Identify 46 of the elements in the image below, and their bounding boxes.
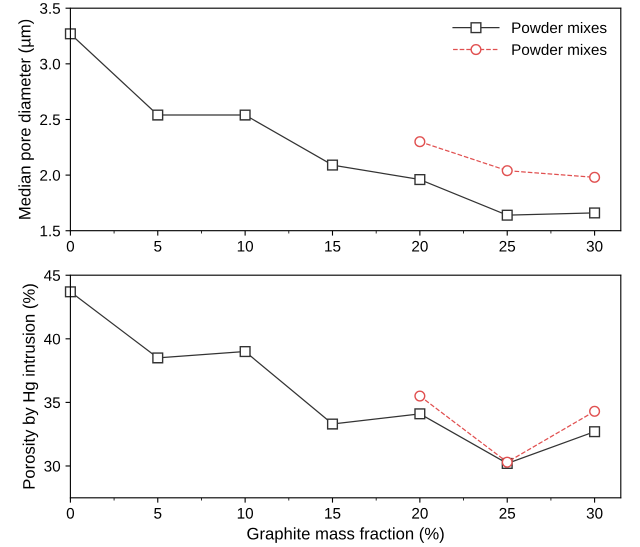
point — [326, 418, 338, 430]
point — [414, 136, 426, 148]
point — [502, 210, 513, 221]
y-tick-label: 40 — [44, 334, 60, 345]
x-tick-label: 5 — [154, 508, 162, 519]
point — [414, 390, 426, 402]
y-tick-label: 2.5 — [40, 114, 60, 126]
x-tick-label: 5 — [154, 241, 162, 252]
x-tick-label: 0 — [66, 240, 74, 252]
x-tick-label: 20 — [412, 240, 428, 252]
x-axis-title: Graphite mass fraction (%) — [247, 527, 444, 543]
point — [64, 28, 76, 40]
point — [326, 160, 338, 171]
point — [414, 174, 426, 186]
point — [240, 346, 251, 358]
x-tick-label: 10 — [238, 508, 254, 519]
point — [240, 109, 251, 121]
y-tick-label: 3.0 — [40, 58, 60, 70]
point — [589, 172, 600, 183]
y-tick-label: 45 — [44, 270, 60, 281]
x-tick-label: 10 — [238, 240, 254, 252]
x-tick-label: 15 — [325, 508, 340, 519]
y-tick-label: 2.0 — [40, 170, 60, 181]
point — [589, 406, 600, 417]
point — [502, 165, 513, 176]
y-axis-title: Median pore diameter (µm) — [18, 20, 34, 219]
x-tick-label: 0 — [66, 508, 74, 519]
point — [152, 109, 164, 121]
x-tick-label: 25 — [500, 240, 516, 252]
x-tick-label: 25 — [500, 508, 516, 519]
x-tick-label: 30 — [586, 240, 602, 252]
y-tick-label: 1.5 — [40, 226, 60, 236]
y-tick-label: 30 — [44, 460, 60, 472]
y-tick-label: 35 — [44, 397, 60, 408]
point — [414, 408, 426, 420]
legend-label: Powder mixes — [512, 44, 606, 56]
x-tick-label: 30 — [586, 508, 602, 519]
point — [64, 286, 76, 298]
y-axis-title: Porosity by Hg intrusion (%) — [22, 284, 38, 488]
x-tick-label: 20 — [412, 508, 428, 519]
legend-label: Powder mixes — [512, 22, 606, 34]
point — [152, 352, 164, 364]
point — [589, 207, 600, 218]
point — [589, 426, 600, 438]
y-tick-label: 3.5 — [40, 3, 60, 14]
x-tick-label: 15 — [325, 241, 340, 252]
